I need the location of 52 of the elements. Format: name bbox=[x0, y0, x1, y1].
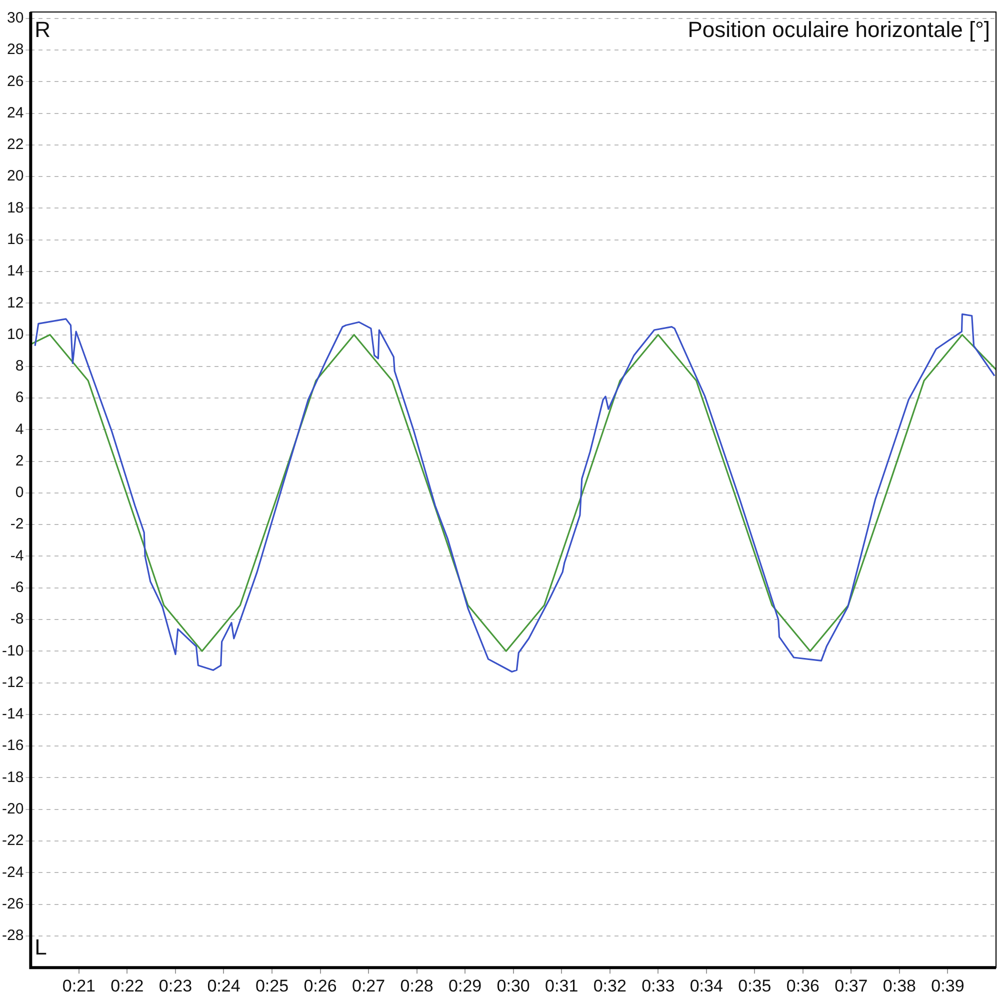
x-tick-label: 0:38 bbox=[882, 976, 916, 996]
y-tick-label: -22 bbox=[2, 832, 24, 850]
x-tick-label: 0:25 bbox=[255, 976, 289, 996]
y-tick-label: 22 bbox=[6, 136, 24, 154]
x-tick-label: 0:35 bbox=[738, 976, 772, 996]
y-tick-label: 12 bbox=[6, 294, 24, 312]
y-tick-label: -2 bbox=[10, 516, 24, 533]
y-tick-label: 2 bbox=[15, 452, 24, 470]
y-tick-label: -24 bbox=[2, 864, 24, 881]
y-tick-label: -12 bbox=[2, 674, 24, 691]
y-tick-label: -26 bbox=[2, 895, 24, 912]
y-tick-label: -6 bbox=[10, 579, 24, 596]
y-tick-label: 14 bbox=[6, 262, 24, 280]
x-tick-label: 0:24 bbox=[207, 976, 240, 996]
x-tick-label: 0:30 bbox=[496, 976, 530, 996]
x-tick-label: 0:22 bbox=[110, 976, 144, 996]
x-tick-label: 0:36 bbox=[786, 976, 820, 996]
y-tick-label: 0 bbox=[15, 484, 24, 502]
x-tick-label: 0:39 bbox=[931, 976, 964, 996]
y-tick-label: 20 bbox=[6, 168, 24, 185]
x-tick-label: 0:27 bbox=[352, 976, 386, 996]
annotation: L bbox=[34, 934, 47, 960]
y-tick-label: -4 bbox=[10, 547, 24, 564]
y-tick-label: 26 bbox=[6, 72, 24, 90]
y-tick-label: -14 bbox=[2, 706, 24, 723]
y-tick-label: 30 bbox=[6, 9, 24, 26]
y-tick-label: -28 bbox=[2, 927, 24, 944]
x-tick-label: 0:33 bbox=[642, 976, 675, 996]
x-tick-label: 0:37 bbox=[834, 976, 868, 996]
y-tick-label: 18 bbox=[6, 199, 24, 216]
x-tick-label: 0:34 bbox=[690, 976, 723, 996]
y-tick-label: 8 bbox=[15, 358, 24, 375]
x-tick-label: 0:28 bbox=[400, 976, 434, 996]
annotation: R bbox=[34, 17, 51, 42]
y-tick-label: -20 bbox=[2, 800, 24, 818]
y-tick-label: 4 bbox=[15, 420, 24, 438]
y-tick-label: 16 bbox=[6, 230, 24, 248]
x-tick-label: 0:23 bbox=[158, 976, 192, 996]
y-tick-label: -8 bbox=[10, 610, 24, 628]
x-tick-label: 0:32 bbox=[593, 976, 626, 996]
x-tick-label: 0:31 bbox=[545, 976, 578, 996]
y-tick-label: 6 bbox=[15, 389, 24, 406]
y-tick-label: 10 bbox=[6, 326, 24, 343]
y-tick-label: -16 bbox=[2, 737, 24, 754]
y-tick-label: -18 bbox=[2, 768, 24, 786]
y-tick-label: -10 bbox=[2, 642, 24, 660]
y-tick-label: 24 bbox=[6, 104, 24, 122]
chart-title: Position oculaire horizontale [°] bbox=[688, 17, 990, 42]
y-tick-label: 28 bbox=[6, 41, 24, 58]
x-tick-label: 0:26 bbox=[304, 976, 337, 996]
x-tick-label: 0:29 bbox=[448, 976, 482, 996]
x-tick-label: 0:21 bbox=[62, 976, 96, 996]
